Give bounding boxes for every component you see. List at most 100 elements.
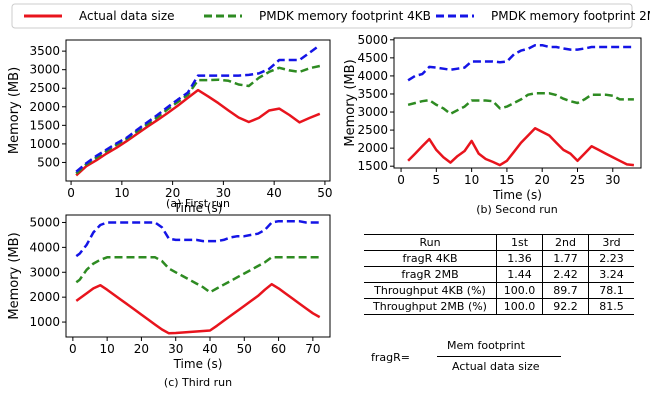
x-tick-label: 15 <box>499 173 514 187</box>
chart-caption: (b) Second run <box>476 203 558 216</box>
formula-fraction-bar <box>437 356 561 357</box>
formula-lhs: fragR= <box>371 351 410 364</box>
x-tick-label: 50 <box>317 186 332 200</box>
series-line-4kb <box>75 256 320 294</box>
y-axis-label: Memory (MB) <box>7 67 22 154</box>
y-tick-label: 2500 <box>29 81 60 95</box>
y-tick-label: 4000 <box>357 69 388 83</box>
x-tick-label: 20 <box>134 342 149 356</box>
table-row: Throughput 4KB (%) 100.0 89.7 78.1 <box>364 282 634 299</box>
y-tick-label: 5000 <box>357 33 388 47</box>
series-line-4kb <box>407 92 634 116</box>
legend-label-actual: Actual data size <box>79 9 175 23</box>
y-tick-label: 4500 <box>357 51 388 65</box>
x-tick-label: 60 <box>271 342 286 356</box>
series-line-2mb <box>75 44 321 173</box>
x-axis-label: Time (s) <box>173 357 223 371</box>
y-tick-label: 1000 <box>29 137 60 151</box>
series-line-actual <box>75 282 321 335</box>
plot-frame <box>393 37 642 169</box>
col-header-3rd: 3rd <box>588 234 634 251</box>
fragmentation-table: Run 1st 2nd 3rd fragR 4KB 1.36 1.77 2.23… <box>364 234 634 315</box>
y-tick-label: 5000 <box>29 215 60 229</box>
table-row: Throughput 2MB (%) 100.0 92.2 81.5 <box>364 298 634 315</box>
table-cell: 100.0 <box>496 282 543 299</box>
legend-label-2mb: PMDK memory footprint 2MB <box>491 9 650 23</box>
table-cell: fragR 2MB <box>401 268 459 281</box>
y-tick-label: 2500 <box>357 123 388 137</box>
y-tick-label: 4000 <box>29 240 60 254</box>
x-tick-label: 30 <box>605 173 620 187</box>
y-tick-label: 3000 <box>357 105 388 119</box>
y-tick-label: 1000 <box>29 315 60 329</box>
x-tick-label: 0 <box>67 186 75 200</box>
formula-denominator: Actual data size <box>452 360 540 373</box>
plot-frame <box>65 39 331 182</box>
y-tick-label: 1500 <box>29 118 60 132</box>
chart-caption: (a) First run <box>166 197 230 210</box>
col-header-1st: 1st <box>496 234 543 251</box>
chart-caption: (c) Third run <box>164 376 232 389</box>
col-header-2nd: 2nd <box>542 234 589 251</box>
table-cell: 89.7 <box>542 282 589 299</box>
x-tick-label: 25 <box>570 173 585 187</box>
y-tick-label: 1500 <box>357 159 388 173</box>
x-tick-label: 5 <box>433 173 441 187</box>
x-tick-label: 0 <box>69 342 77 356</box>
x-tick-label: 70 <box>305 342 320 356</box>
x-tick-label: 20 <box>165 186 180 200</box>
series-line-4kb <box>75 64 321 175</box>
series-line-actual <box>407 127 635 167</box>
table-cell: Throughput 4KB (%) <box>374 284 486 297</box>
legend-frame <box>11 3 633 29</box>
table-cell: 1.36 <box>496 250 543 267</box>
x-tick-label: 0 <box>397 173 405 187</box>
table-cell: 92.2 <box>542 298 589 315</box>
formula-numerator: Mem footprint <box>447 339 525 352</box>
table-cell: Throughput 2MB (%) <box>373 300 487 313</box>
x-tick-label: 20 <box>535 173 550 187</box>
y-tick-label: 2000 <box>357 141 388 155</box>
y-tick-label: 500 <box>37 155 60 169</box>
table-row: fragR 2MB 1.44 2.42 3.24 <box>364 266 634 283</box>
y-tick-label: 3000 <box>29 265 60 279</box>
table-cell: 1.44 <box>496 266 543 283</box>
y-tick-label: 2000 <box>29 100 60 114</box>
x-tick-label: 40 <box>202 342 217 356</box>
table-cell: 3.24 <box>588 266 634 283</box>
x-tick-label: 30 <box>168 342 183 356</box>
table-header-row: Run 1st 2nd 3rd <box>364 234 634 251</box>
fragr-formula: fragR= Mem footprint Actual data size <box>371 339 571 377</box>
series-line-2mb <box>75 219 320 258</box>
y-tick-label: 2000 <box>29 290 60 304</box>
y-axis-label: Memory (MB) <box>343 59 358 146</box>
y-tick-label: 3500 <box>29 44 60 58</box>
y-tick-label: 3500 <box>357 87 388 101</box>
chart-first-run: 0 10 20 30 40 50 500 1000 1500 2000 2500 3000 3500 Ti… <box>7 39 333 215</box>
table-cell: fragR 4KB <box>402 252 458 265</box>
x-tick-label: 10 <box>464 173 479 187</box>
series-line-2mb <box>407 43 634 82</box>
x-tick-label: 50 <box>237 342 252 356</box>
x-axis-label: Time (s) <box>492 188 542 202</box>
y-tick-label: 3000 <box>29 63 60 77</box>
plot-frame <box>65 214 331 338</box>
series-line-actual <box>75 88 321 177</box>
table-cell: 2.23 <box>588 250 634 267</box>
col-header-run: Run <box>419 236 441 249</box>
x-tick-label: 10 <box>114 186 129 200</box>
table-cell: 1.77 <box>542 250 589 267</box>
x-tick-label: 30 <box>216 186 231 200</box>
x-tick-label: 40 <box>267 186 282 200</box>
legend: Actual data size PMDK memory footprint 4… <box>11 3 650 29</box>
y-axis-label: Memory (MB) <box>7 232 22 319</box>
chart-second-run: 0 5 10 15 20 25 30 1500 2000 2500 3000 3500 4000 4500… <box>343 33 642 216</box>
table-cell: 78.1 <box>588 282 634 299</box>
table-cell: 81.5 <box>588 298 634 315</box>
table-cell: 100.0 <box>496 298 543 315</box>
x-tick-label: 10 <box>100 342 115 356</box>
legend-label-4kb: PMDK memory footprint 4KB <box>259 9 431 23</box>
x-axis-label: Time (s) <box>173 201 223 215</box>
chart-third-run: 0 10 20 30 40 50 60 70 1000 2000 3000 4000 5000 Time … <box>7 214 331 389</box>
